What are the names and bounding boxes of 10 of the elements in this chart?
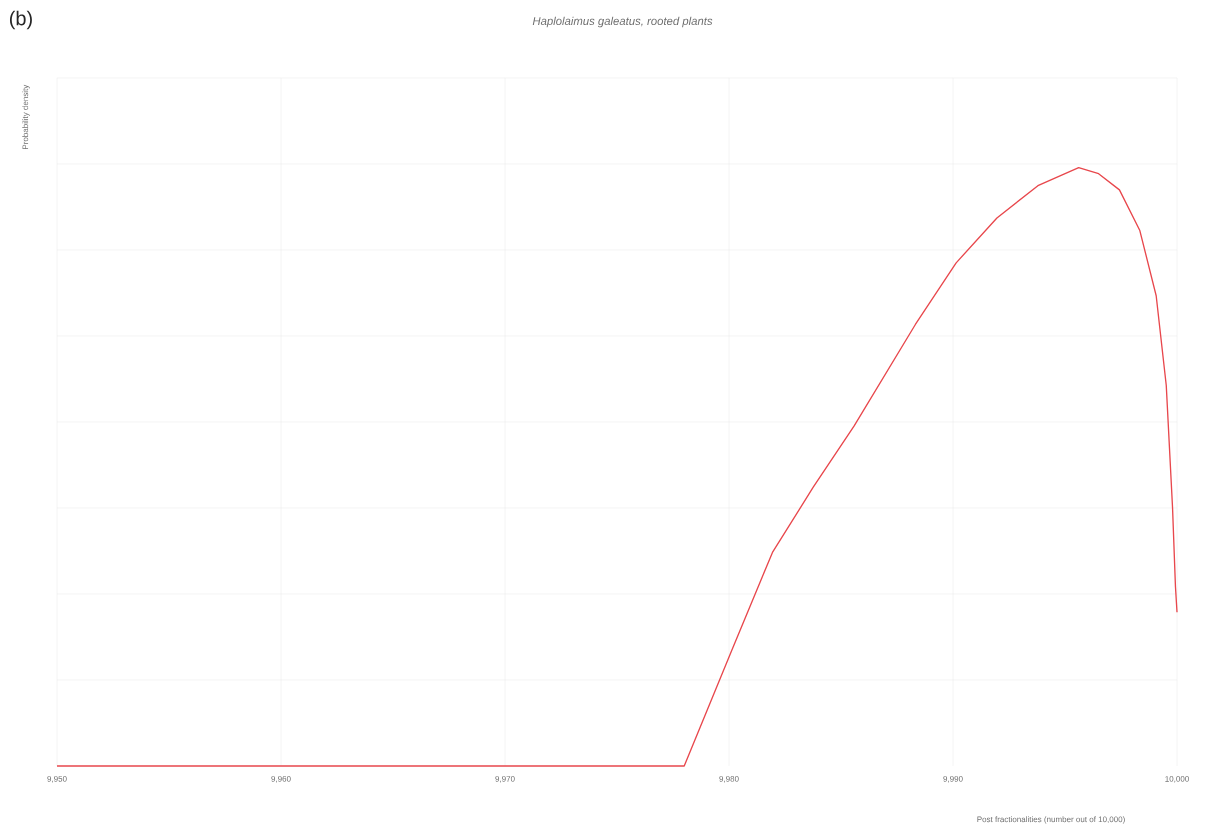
x-tick-label: 9,950 bbox=[47, 776, 67, 783]
x-tick-label: 9,960 bbox=[271, 776, 291, 783]
x-axis-title: Post fractionalities (number out of 10,000) bbox=[977, 816, 1125, 824]
text: (b) bbox=[9, 10, 32, 30]
chart-title: Haplolaimus galeatus, rooted plants bbox=[532, 16, 713, 28]
x-tick-label: 9,970 bbox=[495, 776, 515, 783]
y-axis-title: Probability density bbox=[22, 84, 30, 149]
x-tick-label: 9,990 bbox=[943, 776, 963, 783]
x-tick-label: 10,000 bbox=[1165, 776, 1189, 783]
x-tick-label: 9,980 bbox=[719, 776, 739, 783]
